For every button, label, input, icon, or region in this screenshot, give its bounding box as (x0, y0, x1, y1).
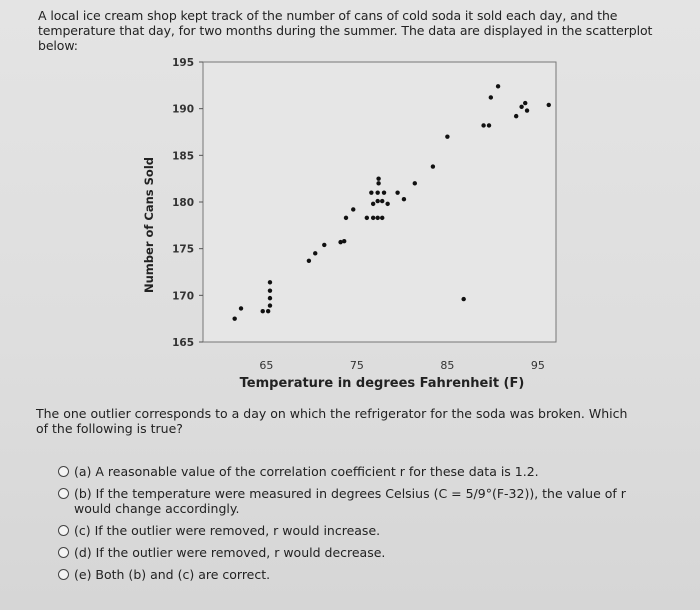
radio-icon[interactable] (58, 547, 69, 558)
radio-icon[interactable] (58, 466, 69, 477)
data-points (232, 84, 551, 321)
data-point (369, 190, 374, 195)
choice-b[interactable]: (b) If the temperature were measured in … (58, 486, 658, 516)
data-point (488, 95, 494, 100)
choice-c[interactable]: (c) If the outlier were removed, r would… (58, 523, 658, 538)
x-tick-label: 95 (531, 359, 545, 372)
problem-intro-text: A local ice cream shop kept track of the… (38, 8, 653, 53)
data-point (232, 316, 237, 321)
data-point (481, 123, 486, 128)
choice-e-label: (e) Both (b) and (c) are correct. (74, 567, 271, 582)
data-point (260, 309, 265, 314)
data-point (380, 198, 385, 204)
x-tick-label: 65 (259, 359, 273, 372)
data-point (370, 201, 376, 207)
choice-a-label: (a) A reasonable value of the correlatio… (74, 464, 539, 479)
data-point (238, 306, 244, 311)
x-tick-label: 75 (350, 359, 364, 372)
choice-e[interactable]: (e) Both (b) and (c) are correct. (58, 567, 658, 582)
data-point (375, 198, 380, 204)
y-axis: 165 170 175 180 185 190 195 (172, 57, 203, 349)
data-point (495, 84, 501, 89)
data-point (375, 190, 380, 195)
data-point (395, 190, 400, 195)
data-point (364, 215, 370, 221)
data-point (486, 123, 492, 128)
data-point (267, 280, 273, 285)
choice-b-label: (b) If the temperature were measured in … (74, 486, 626, 516)
data-point (513, 113, 519, 119)
data-point (430, 164, 436, 169)
data-point (385, 201, 390, 207)
data-point (546, 102, 551, 108)
data-point (412, 181, 417, 186)
data-point (267, 295, 273, 301)
data-point (524, 108, 530, 113)
answer-choices: (a) A reasonable value of the correlatio… (58, 464, 658, 582)
data-point (343, 215, 349, 221)
x-tick-label: 85 (440, 359, 454, 372)
y-tick-label: 190 (172, 104, 194, 116)
choice-c-label: (c) If the outlier were removed, r would… (74, 523, 381, 538)
data-point (381, 190, 387, 195)
data-point (306, 258, 312, 263)
data-point (519, 104, 524, 110)
data-point (375, 215, 380, 221)
question-text: The one outlier corresponds to a day on … (36, 406, 628, 436)
data-point (322, 242, 327, 248)
data-point (523, 100, 528, 106)
y-axis-label: Number of Cans Sold (142, 157, 156, 293)
data-point (267, 303, 273, 308)
y-tick-label: 165 (172, 337, 194, 349)
y-tick-label: 170 (172, 290, 194, 302)
radio-icon[interactable] (58, 525, 69, 536)
data-point (380, 215, 385, 221)
data-point (342, 239, 347, 244)
data-point (376, 176, 381, 181)
x-axis-label: Temperature in degrees Fahrenheit (F) (240, 376, 525, 391)
data-point (338, 239, 343, 245)
data-point (351, 207, 356, 212)
radio-icon[interactable] (58, 488, 69, 499)
data-point (370, 215, 376, 221)
y-tick-label: 185 (172, 150, 194, 162)
y-tick-label: 175 (172, 244, 194, 256)
data-point (267, 288, 273, 293)
y-tick-label: 195 (172, 57, 194, 69)
data-point (313, 251, 318, 256)
data-point (401, 197, 407, 202)
choice-a[interactable]: (a) A reasonable value of the correlatio… (58, 464, 658, 479)
radio-icon[interactable] (58, 569, 69, 580)
data-point (265, 309, 271, 314)
y-tick-label: 180 (172, 197, 194, 209)
x-axis: 65 75 85 95 (259, 359, 545, 372)
data-point (445, 134, 450, 139)
choice-d-label: (d) If the outlier were removed, r would… (74, 545, 386, 560)
data-point (376, 181, 381, 186)
choice-d[interactable]: (d) If the outlier were removed, r would… (58, 545, 658, 560)
data-point (461, 296, 466, 302)
